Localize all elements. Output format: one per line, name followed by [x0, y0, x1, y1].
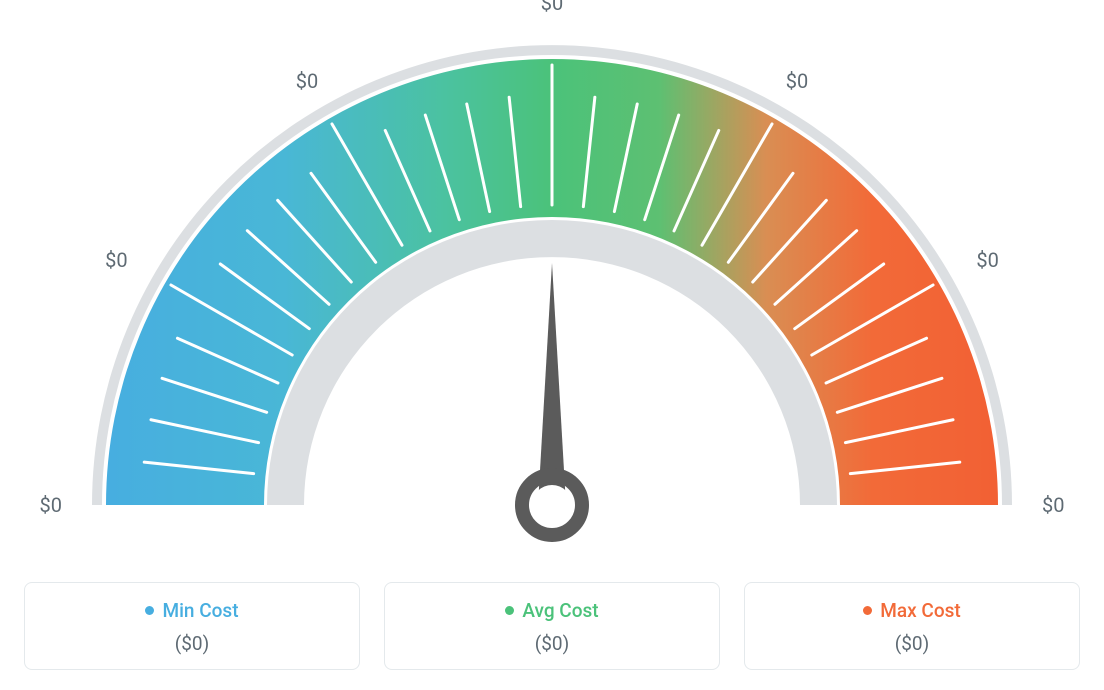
legend-card-max: Max Cost ($0)	[744, 582, 1080, 670]
legend-dot-max	[863, 606, 872, 615]
legend-label-avg: Avg Cost	[522, 599, 598, 622]
gauge-scale-label: $0	[976, 248, 998, 272]
legend-label-min: Min Cost	[162, 599, 238, 622]
legend-card-avg: Avg Cost ($0)	[384, 582, 720, 670]
gauge-scale-label: $0	[40, 493, 62, 517]
gauge-scale-label: $0	[296, 69, 318, 93]
gauge-scale-label: $0	[1042, 493, 1064, 517]
legend-title-max: Max Cost	[863, 599, 960, 622]
legend-title-min: Min Cost	[145, 599, 238, 622]
legend-label-max: Max Cost	[880, 599, 960, 622]
legend-dot-min	[145, 606, 154, 615]
legend-value-max: ($0)	[757, 632, 1067, 655]
legend-value-avg: ($0)	[397, 632, 707, 655]
legend-value-min: ($0)	[37, 632, 347, 655]
legend-title-avg: Avg Cost	[505, 599, 598, 622]
legend-card-min: Min Cost ($0)	[24, 582, 360, 670]
legend-row: Min Cost ($0) Avg Cost ($0) Max Cost ($0…	[0, 582, 1104, 670]
gauge-chart: $0 $0 $0 $0 $0 $0 $0	[22, 0, 1082, 560]
gauge-scale-label: $0	[541, 0, 563, 15]
gauge-svg	[22, 0, 1082, 560]
gauge-scale-label: $0	[786, 69, 808, 93]
legend-dot-avg	[505, 606, 514, 615]
gauge-scale-label: $0	[105, 248, 127, 272]
